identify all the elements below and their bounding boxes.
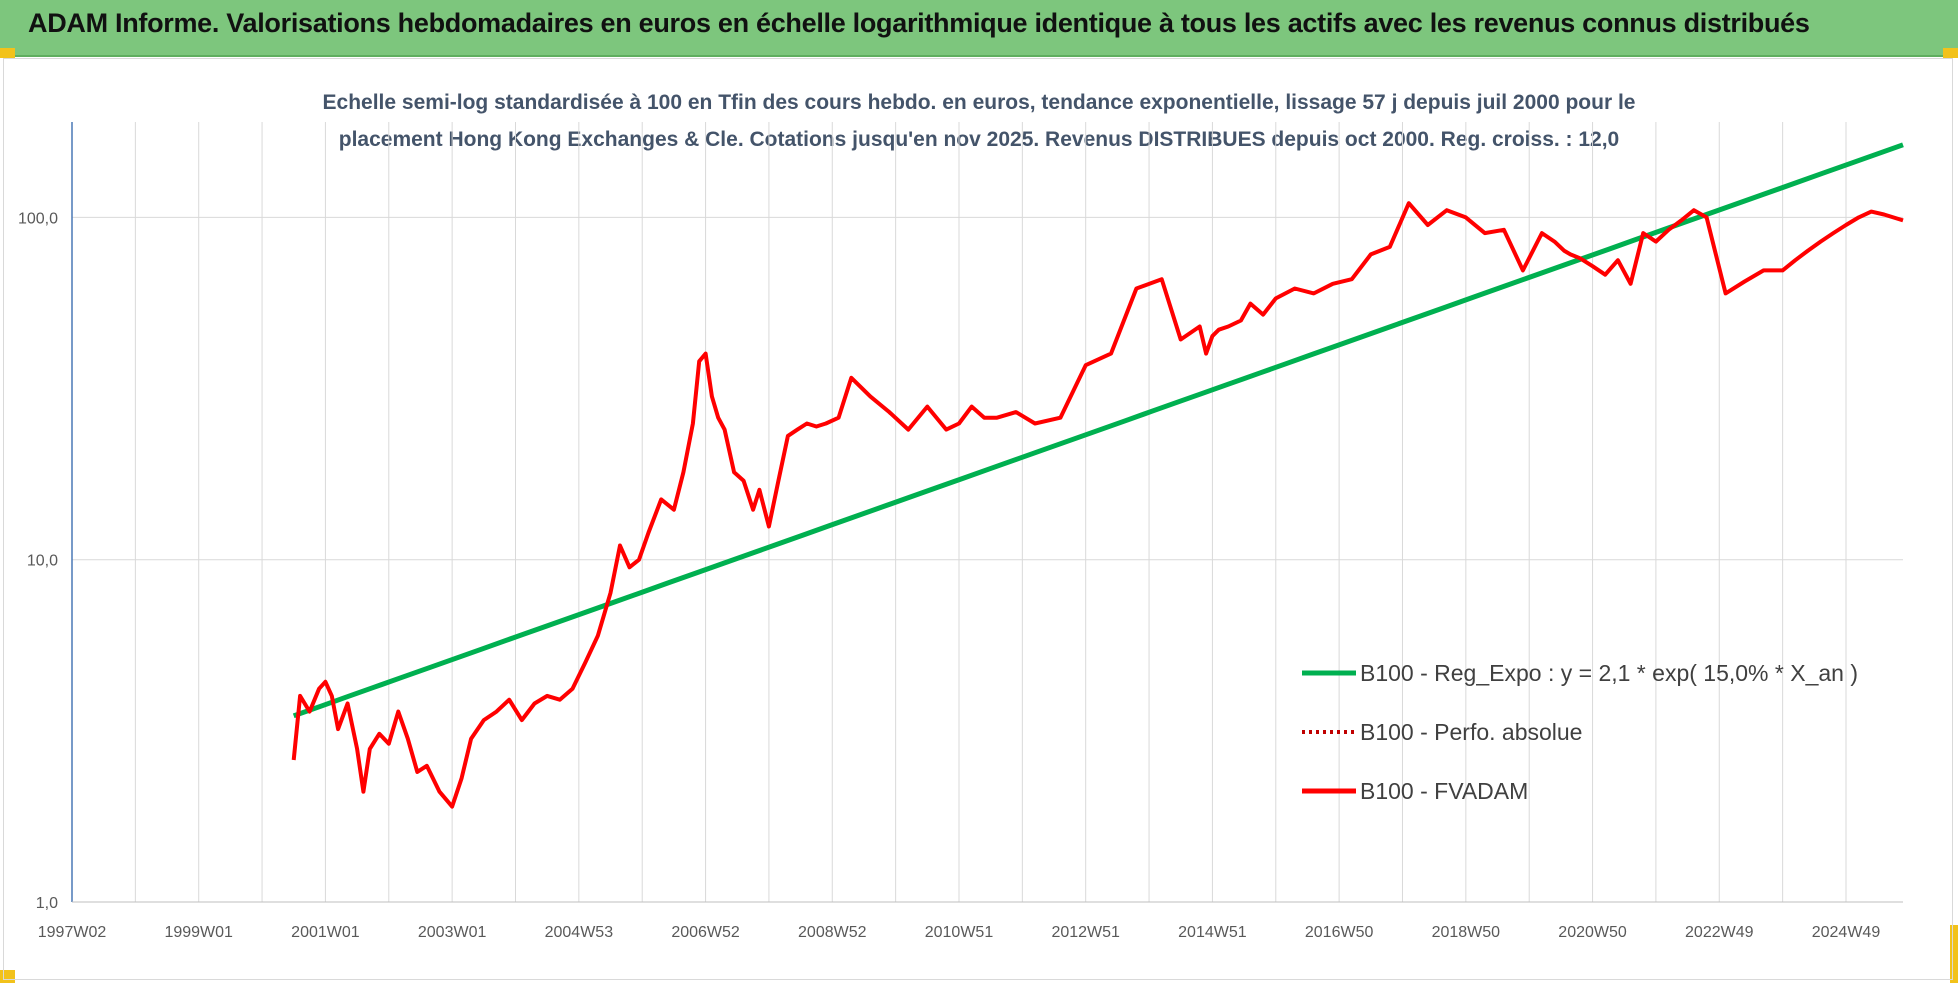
x-tick-label: 2004W53 [545,924,614,941]
corner-accent-bottom-right [1950,925,1958,983]
y-tick-label: 10,0 [27,553,58,570]
y-tick-label: 1,0 [36,895,58,912]
x-tick-label: 2012W51 [1051,924,1120,941]
x-tick-label: 1999W01 [164,924,233,941]
legend-label-perfo-absolue: B100 - Perfo. absolue [1360,719,1582,745]
x-tick-label: 2016W50 [1305,924,1374,941]
x-tick-label: 2014W51 [1178,924,1247,941]
x-tick-label: 1997W02 [38,924,107,941]
banner-title: ADAM Informe. Valorisations hebdomadaire… [28,8,1810,38]
x-tick-label: 2020W50 [1558,924,1627,941]
chart-title-line-2: placement Hong Kong Exchanges & Cle. Cot… [339,128,1620,151]
legend-label-reg-expo: B100 - Reg_Expo : y = 2,1 * exp( 15,0% *… [1360,660,1858,686]
x-tick-label: 2003W01 [418,924,487,941]
legend: B100 - Reg_Expo : y = 2,1 * exp( 15,0% *… [1302,660,1858,804]
x-tick-label: 2010W51 [925,924,994,941]
chart-title-line-1: Echelle semi-log standardisée à 100 en T… [323,91,1636,114]
y-tick-label: 100,0 [18,210,58,227]
series-layer [291,142,1904,809]
x-tick-label: 2001W01 [291,924,360,941]
x-tick-label: 2022W49 [1685,924,1754,941]
x-tick-label: 2008W52 [798,924,867,941]
x-tick-label: 2006W52 [671,924,740,941]
series-line-fvadam [291,201,1904,809]
banner: ADAM Informe. Valorisations hebdomadaire… [0,0,1958,57]
grid-layer [71,122,1903,903]
corner-accent-top-right [1943,48,1958,58]
axis-layer: 1,0 10,0 100,0 1997W02 1999W01 2001W01 2003W01… [18,122,1903,941]
x-tick-label: 2024W49 [1812,924,1881,941]
legend-label-fvadam: B100 - FVADAM [1360,778,1528,804]
corner-accent-top-left [0,48,15,58]
chart-frame [3,58,1953,980]
x-tick-label: 2018W50 [1432,924,1501,941]
series-line-reg-expo [292,142,1904,719]
